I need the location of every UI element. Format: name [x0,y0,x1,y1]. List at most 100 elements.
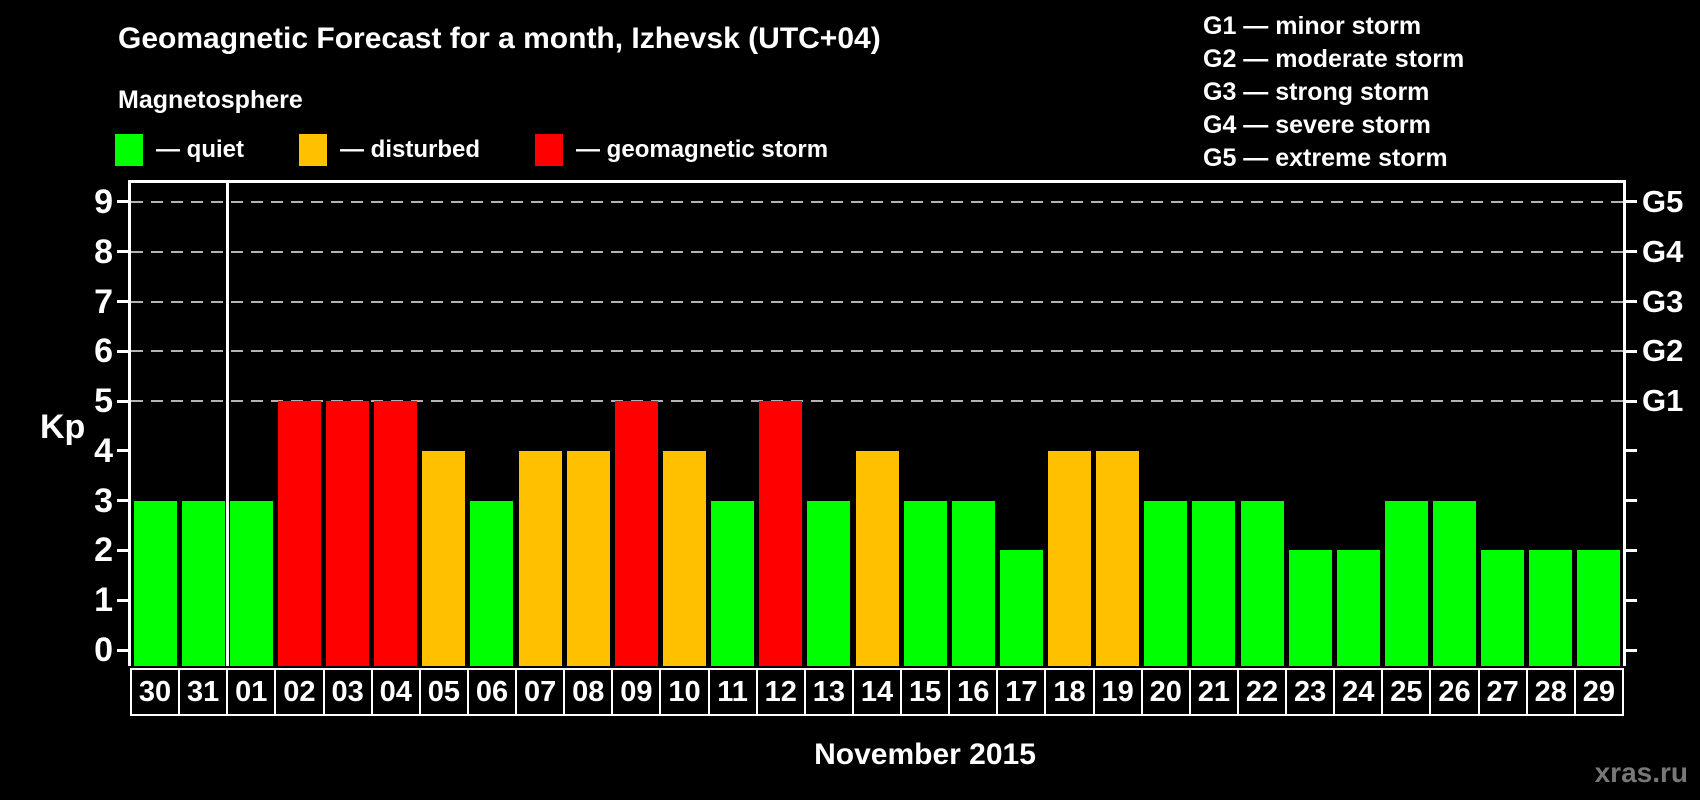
gridline-kp6 [131,350,1623,353]
y-tick-left-6 [117,349,131,353]
y-tick-right-1 [1623,598,1637,602]
gridline-kp9 [131,200,1623,203]
g-legend-line-3: G3 — strong storm [1203,78,1430,106]
g-legend-line-1: G1 — minor storm [1203,12,1422,40]
g-legend-line-2: G2 — moderate storm [1203,45,1465,73]
day-label-16: 16 [948,668,999,716]
y-tick-left-7 [117,300,131,304]
g-axis-label-G2: G2 [1642,333,1684,369]
kp-bar-day-04 [374,401,418,666]
gridline-kp8 [131,250,1623,253]
y-tick-label-1: 1 [94,581,113,620]
y-tick-label-5: 5 [94,382,113,421]
kp-bar-day-24 [1336,550,1380,666]
y-tick-left-8 [117,250,131,254]
y-tick-label-4: 4 [94,431,113,470]
day-label-04: 04 [370,668,421,716]
kp-bar-day-28 [1529,550,1573,666]
kp-bar-day-23 [1288,550,1332,666]
kp-bar-day-07 [518,450,562,666]
kp-bar-day-09 [614,401,658,666]
day-label-18: 18 [1044,668,1095,716]
y-tick-left-9 [117,200,131,204]
y-tick-right-2 [1623,548,1637,552]
gridline-kp5 [131,400,1623,403]
kp-bar-day-16 [951,500,995,666]
day-label-25: 25 [1381,668,1432,716]
kp-bar-day-29 [1577,550,1621,666]
kp-bar-day-13 [807,500,851,666]
y-tick-left-4 [117,449,131,453]
day-label-11: 11 [707,668,758,716]
day-label-30: 30 [130,668,181,716]
kp-bar-day-27 [1481,550,1525,666]
kp-bar-day-14 [855,450,899,666]
legend-label-quiet: — quiet [156,136,244,163]
kp-bar-day-17 [999,550,1043,666]
g-legend-line-5: G5 — extreme storm [1203,144,1448,172]
g-legend-line-4: G4 — severe storm [1203,111,1431,139]
kp-bar-day-06 [470,500,514,666]
day-label-29: 29 [1573,668,1624,716]
legend-label-disturbed: — disturbed [340,136,481,163]
x-axis-title: November 2015 [814,738,1036,771]
day-label-15: 15 [900,668,951,716]
kp-bar-day-10 [662,450,706,666]
month-separator-line [225,183,229,666]
y-tick-left-2 [117,548,131,552]
y-tick-label-0: 0 [94,631,113,669]
g-axis-label-G3: G3 [1642,283,1684,319]
y-axis-title: Kp [40,408,86,446]
kp-bar-day-15 [903,500,947,666]
day-label-23: 23 [1285,668,1336,716]
day-label-05: 05 [418,668,469,716]
legend-swatch-disturbed [299,134,327,166]
kp-bar-day-26 [1433,500,1477,666]
day-label-26: 26 [1429,668,1480,716]
day-label-27: 27 [1477,668,1528,716]
day-label-07: 07 [515,668,566,716]
day-label-08: 08 [563,668,614,716]
legend-item-quiet: — quiet [115,134,244,166]
kp-bar-day-05 [422,450,466,666]
status-legend: — quiet — disturbed — geomagnetic storm [115,134,828,166]
y-tick-left-5 [117,399,131,403]
day-label-28: 28 [1525,668,1576,716]
g-axis-label-G4: G4 [1642,233,1684,269]
y-tick-left-3 [117,499,131,503]
day-label-31: 31 [178,668,229,716]
day-label-13: 13 [803,668,854,716]
kp-bar-day-19 [1096,450,1140,666]
y-tick-right-5 [1623,399,1637,403]
day-label-06: 06 [466,668,518,716]
kp-bar-day-01 [229,500,273,666]
y-tick-right-7 [1623,300,1637,304]
kp-bar-day-02 [277,401,321,666]
kp-bar-day-03 [326,401,370,666]
day-label-14: 14 [851,668,903,716]
legend-swatch-quiet [115,134,143,166]
day-label-12: 12 [755,668,806,716]
y-tick-label-2: 2 [94,531,113,570]
kp-bar-day-25 [1384,500,1428,666]
y-tick-left-0 [117,648,131,652]
magnetosphere-subtitle: Magnetosphere [118,86,303,114]
day-label-01: 01 [226,668,277,716]
day-label-19: 19 [1092,668,1143,716]
day-label-10: 10 [659,668,710,716]
y-tick-right-8 [1623,250,1637,254]
legend-item-storm: — geomagnetic storm [535,134,828,166]
day-label-09: 09 [611,668,662,716]
watermark: xras.ru [1594,757,1688,788]
kp-bar-day-22 [1240,500,1284,666]
kp-bar-day-08 [566,450,610,666]
y-tick-label-9: 9 [94,182,113,221]
day-label-21: 21 [1188,668,1239,716]
y-tick-left-1 [117,598,131,602]
plot-frame [128,180,1626,666]
y-tick-label-7: 7 [94,282,113,321]
day-label-03: 03 [322,668,373,716]
day-label-17: 17 [996,668,1047,716]
y-tick-label-6: 6 [94,332,113,371]
